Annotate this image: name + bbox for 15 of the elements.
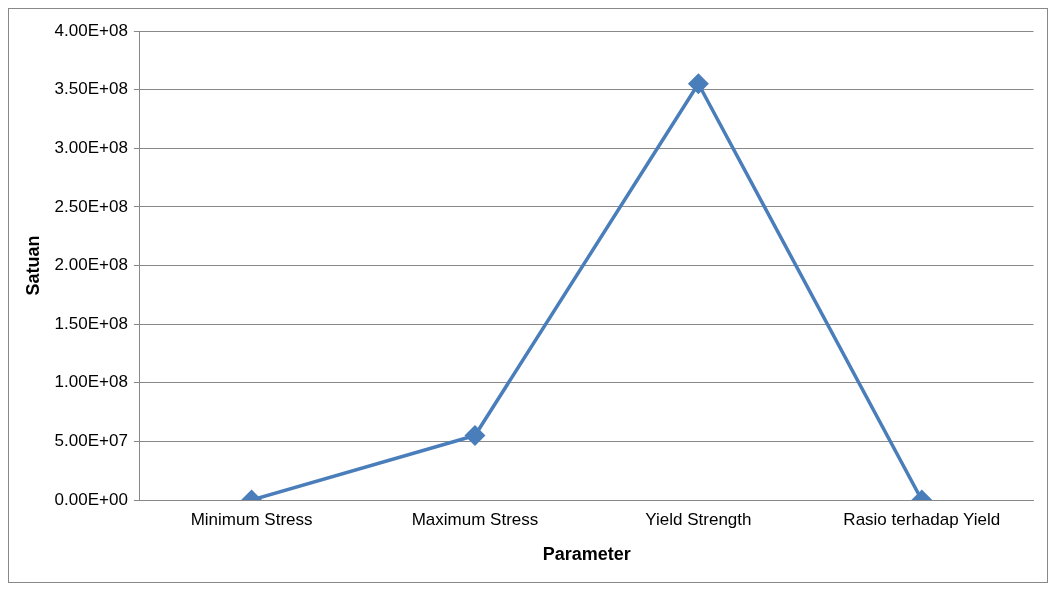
x-tick-label: Rasio terhadap Yield (843, 509, 1001, 529)
y-tick-label: 2.00E+08 (54, 255, 128, 275)
x-tick-label: Minimum Stress (190, 509, 313, 529)
y-tick-label: 5.00E+07 (54, 431, 128, 451)
y-tick-label: 4.00E+08 (54, 20, 128, 40)
y-tick-label: 0.00E+00 (54, 489, 128, 509)
y-tick-label: 2.50E+08 (54, 196, 128, 216)
x-tick-label: Maximum Stress (411, 509, 539, 529)
x-axis-title: Parameter (542, 544, 631, 565)
y-tick-label: 1.00E+08 (54, 372, 128, 392)
x-tick-label: Yield Strength (645, 509, 752, 529)
y-axis-title: Satuan (22, 235, 43, 296)
y-tick-label: 3.00E+08 (54, 137, 128, 157)
y-tick-label: 1.50E+08 (54, 313, 128, 333)
y-tick-label: 3.50E+08 (54, 79, 128, 99)
